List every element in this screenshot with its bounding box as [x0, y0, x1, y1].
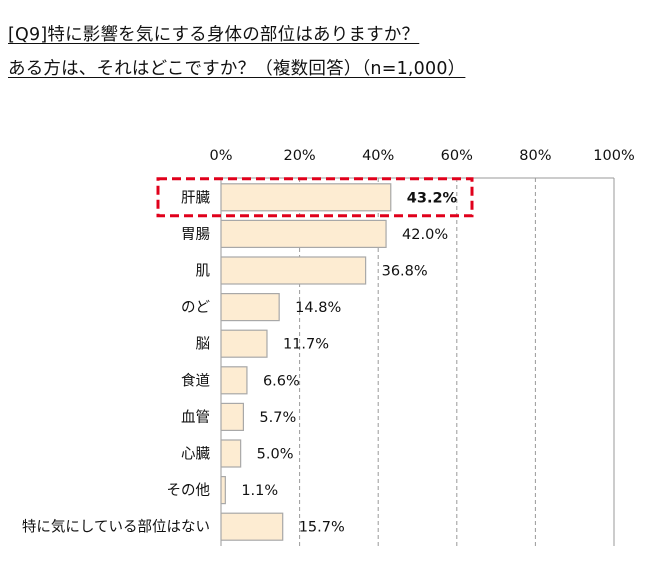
- bar: [220, 293, 280, 322]
- data-label: 6.6%: [263, 373, 300, 389]
- bar: [220, 256, 367, 285]
- category-label: その他: [167, 482, 211, 499]
- category-label: 心臓: [181, 446, 210, 463]
- data-label: 43.2%: [407, 190, 458, 206]
- bar: [220, 476, 226, 505]
- highlight-box: [156, 177, 474, 218]
- data-label: 15.7%: [299, 520, 345, 536]
- chart-title-line-1: [Q9]特に影響を気にする身体の部位はありますか？: [8, 25, 420, 45]
- data-label: 14.8%: [295, 300, 341, 316]
- data-label: 1.1%: [241, 483, 278, 499]
- x-tick-label: 80%: [519, 148, 551, 164]
- x-tick-label: 100%: [593, 148, 634, 164]
- category-label: 血管: [181, 409, 210, 426]
- x-tick-label: 0%: [209, 148, 232, 164]
- bar: [220, 329, 268, 358]
- category-label: 胃腸: [181, 227, 210, 243]
- data-label: 5.7%: [259, 410, 296, 426]
- x-tick-label: 60%: [441, 148, 473, 164]
- category-label: 肝臓: [181, 189, 210, 206]
- data-label: 11.7%: [283, 337, 329, 353]
- bar: [220, 219, 387, 248]
- bar: [220, 512, 284, 541]
- data-label: 5.0%: [257, 447, 294, 463]
- bar: [220, 366, 248, 395]
- x-tick-label: 20%: [283, 148, 315, 164]
- chart-title-line-2: ある方は、それはどこですか？（複数回答）（n=1,000）: [8, 59, 466, 79]
- category-label: のど: [181, 299, 210, 316]
- bar: [220, 402, 245, 431]
- category-label: 特に気にしている部位はない: [22, 519, 210, 536]
- category-label: 食道: [181, 372, 210, 389]
- data-label: 42.0%: [402, 227, 448, 243]
- bar: [220, 183, 392, 212]
- bar: [220, 439, 242, 468]
- x-tick-label: 40%: [362, 148, 394, 164]
- category-label: 肌: [196, 263, 211, 280]
- data-label: 36.8%: [382, 264, 428, 280]
- category-label: 脳: [196, 336, 211, 353]
